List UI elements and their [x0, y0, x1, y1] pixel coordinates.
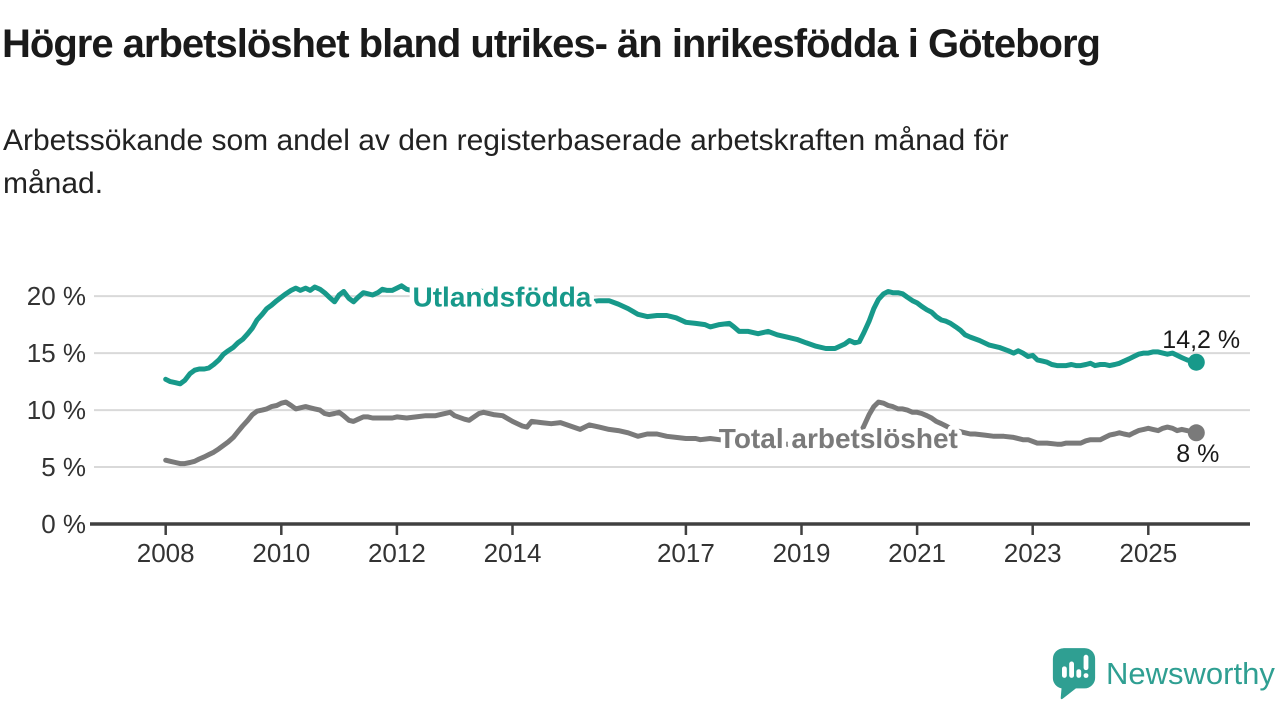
- newsworthy-logo-text: Newsworthy: [1106, 656, 1275, 691]
- x-axis-label: 2021: [888, 538, 946, 568]
- y-axis-label: 15 %: [27, 338, 86, 368]
- x-axis-label: 2025: [1119, 538, 1177, 568]
- x-axis-label: 2017: [657, 538, 715, 568]
- x-axis-label: 2008: [137, 538, 195, 568]
- x-axis-label: 2010: [252, 538, 310, 568]
- chart-subtitle-line1: Arbetssökande som andel av den registerb…: [3, 124, 1009, 157]
- x-axis-label: 2019: [773, 538, 831, 568]
- series-end-value-label-total-arbetsloshet: 8 %: [1176, 440, 1219, 468]
- newsworthy-logo-icon: [1052, 648, 1096, 700]
- series-inline-label-utlandsfodda: Utlandsfödda: [413, 281, 592, 312]
- chart-subtitle: Arbetssökande som andel av den registerb…: [3, 120, 1009, 205]
- series-end-dot-utlandsfodda: [1187, 353, 1205, 371]
- x-axis-label: 2012: [368, 538, 426, 568]
- series-line-total-arbetsloshet: [163, 399, 1199, 467]
- x-axis-label: 2023: [1004, 538, 1062, 568]
- series-end-value-label-utlandsfodda: 14,2 %: [1162, 326, 1240, 354]
- newsworthy-logo: Newsworthy: [1050, 646, 1275, 702]
- series-line-utlandsfodda: [163, 283, 1199, 387]
- chart-title: Högre arbetslöshet bland utrikes- än inr…: [2, 22, 1101, 66]
- y-axis-label: 5 %: [41, 452, 86, 482]
- y-axis-label: 0 %: [41, 509, 86, 539]
- series-end-dot-total-arbetsloshet: [1187, 424, 1205, 442]
- series-inline-label-total-arbetsloshet: Total arbetslöshet: [719, 423, 958, 454]
- y-axis-label: 10 %: [27, 395, 86, 425]
- chart-subtitle-line2: månad.: [3, 166, 104, 200]
- y-axis-label: 20 %: [27, 281, 86, 311]
- x-axis-label: 2014: [484, 538, 542, 568]
